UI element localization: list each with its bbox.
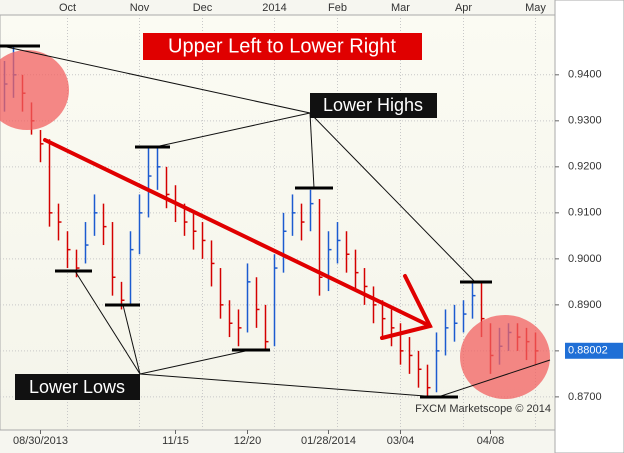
last-price-label: 0.88002 (568, 345, 608, 357)
top-tick-label: May (525, 2, 546, 14)
top-tick-label: Mar (391, 2, 410, 14)
x-tick-label: 08/30/2013 (13, 435, 68, 447)
y-tick-label: 0.8900 (568, 299, 602, 311)
line (139, 349, 251, 375)
line (437, 359, 551, 398)
line (154, 112, 311, 148)
top-tick-label: Nov (130, 2, 150, 14)
x-tick-label: 11/15 (162, 435, 189, 447)
trend-lines (1, 45, 551, 398)
arrows (43, 138, 433, 340)
y-tick-label: 0.9000 (568, 253, 602, 265)
annotation: Lower Highs (323, 95, 423, 115)
x-tick-label: 01/28/2014 (301, 435, 356, 447)
annotation-box (310, 93, 437, 118)
chart-title: Upper Left to Lower Right (168, 35, 396, 57)
line (139, 373, 439, 398)
arrow-head (380, 274, 433, 340)
trend-arrow (43, 138, 432, 328)
x-tick-label: 04/08 (477, 435, 505, 447)
top-tick-label: 2014 (262, 2, 286, 14)
annotation-box (15, 374, 140, 400)
y-tick-label: 0.9300 (568, 115, 602, 127)
x-tick-label: 12/20 (234, 435, 262, 447)
y-tick-label: 0.8700 (568, 391, 602, 403)
highlight-circle (460, 315, 550, 399)
source: FXCM Marketscope © 2014 (415, 403, 551, 415)
swing-markers (0, 44, 492, 399)
top-tick-label: Feb (328, 2, 347, 14)
line (309, 112, 315, 189)
overlay: Upper Left to Lower Right Lower Highs Lo… (0, 33, 551, 415)
axes: 0.87000.88000.89000.90000.91000.92000.93… (13, 0, 624, 453)
last-price-box (565, 342, 623, 359)
y-axis-area (554, 0, 624, 453)
y-tick-label: 0.9400 (568, 69, 602, 81)
y-tick-label: 0.9100 (568, 207, 602, 219)
top-tick-label: Dec (193, 2, 213, 14)
annotation: Lower Lows (29, 377, 125, 397)
highlight-circle (0, 50, 69, 130)
y-tick-label: 0.9200 (568, 161, 602, 173)
top-tick-label: Apr (455, 2, 472, 14)
top-tick-label: Oct (59, 2, 76, 14)
x-tick-label: 03/04 (387, 435, 415, 447)
title-box (143, 33, 422, 60)
